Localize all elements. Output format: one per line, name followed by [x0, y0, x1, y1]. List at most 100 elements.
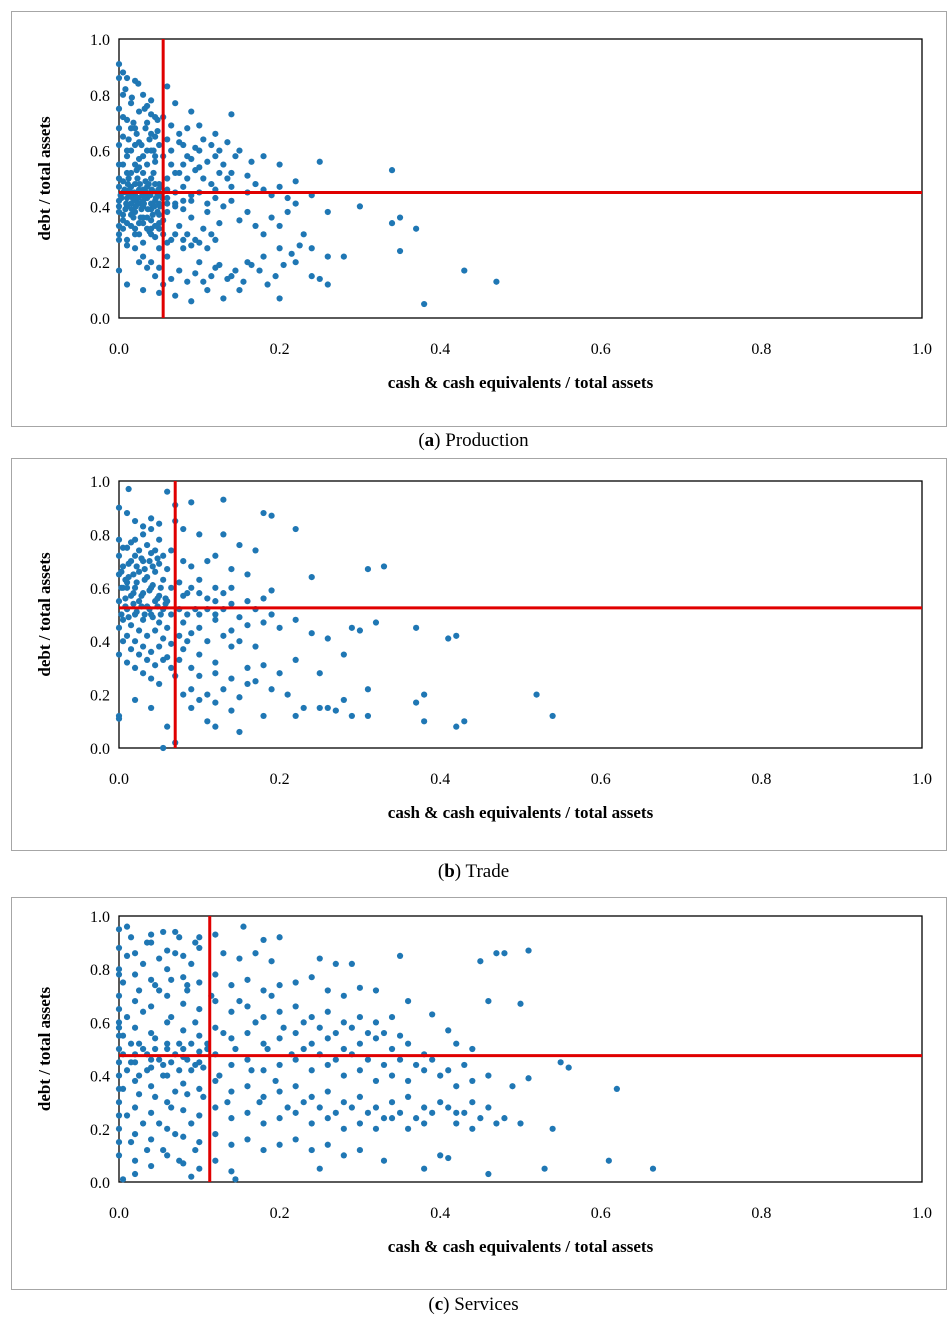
data-point — [139, 1045, 147, 1053]
data-point — [132, 203, 139, 210]
data-point — [138, 141, 145, 149]
data-point — [188, 298, 195, 305]
data-point — [216, 169, 223, 177]
data-point — [461, 1061, 468, 1069]
data-point — [172, 1131, 179, 1138]
data-point — [228, 566, 235, 573]
y-tick-label: 1.0 — [90, 909, 110, 926]
caption-letter: b — [444, 861, 455, 882]
data-point — [192, 939, 199, 946]
data-point — [136, 180, 143, 188]
data-point — [228, 183, 235, 190]
data-point — [137, 214, 144, 221]
data-point — [188, 584, 195, 591]
data-point — [316, 955, 323, 962]
data-point — [212, 194, 219, 202]
data-point — [216, 261, 223, 269]
data-point — [364, 686, 372, 693]
data-point — [115, 125, 123, 132]
scatter-chart-trade: 0.0 0.2 0.4 0.6 0.8 1.0 0.0 0.2 0.4 0.6 0.8 1.0 cash… — [35, 474, 932, 822]
data-point — [300, 1019, 307, 1026]
data-point — [115, 1139, 123, 1146]
data-point — [176, 267, 183, 274]
data-point — [228, 1115, 235, 1122]
data-point — [413, 699, 420, 706]
data-point — [292, 1029, 299, 1037]
data-point — [421, 300, 428, 308]
data-point — [154, 116, 161, 124]
data-point — [316, 1165, 323, 1172]
data-point — [292, 1056, 299, 1063]
data-point — [228, 111, 235, 118]
data-point — [152, 568, 159, 575]
data-point — [152, 194, 160, 202]
data-point — [150, 147, 157, 154]
data-point — [252, 950, 259, 957]
data-point — [123, 236, 131, 243]
data-point — [372, 619, 380, 626]
data-point — [152, 1045, 159, 1053]
data-point — [453, 1109, 460, 1116]
data-point — [131, 231, 139, 238]
data-point — [148, 675, 155, 682]
data-point — [356, 1013, 363, 1021]
data-point — [131, 664, 139, 671]
data-point — [124, 180, 131, 188]
data-point — [157, 611, 164, 618]
data-point — [228, 643, 235, 650]
data-point — [517, 1000, 524, 1007]
data-point — [172, 169, 179, 177]
data-point — [131, 1024, 139, 1031]
data-point — [533, 691, 540, 698]
data-point — [220, 295, 227, 302]
data-point — [156, 245, 163, 252]
data-point — [196, 590, 203, 597]
data-point — [204, 287, 211, 294]
data-point — [208, 231, 215, 238]
data-point — [125, 614, 132, 621]
data-point — [141, 105, 148, 112]
data-point — [372, 1019, 380, 1026]
data-point — [413, 1061, 420, 1069]
data-point — [204, 200, 211, 207]
data-point — [228, 1008, 235, 1015]
data-point — [236, 728, 243, 736]
data-point — [380, 1157, 388, 1164]
data-point — [276, 1035, 283, 1042]
chart-panel-production: 0.0 0.2 0.4 0.6 0.8 1.0 0.0 0.2 0.4 0.6 0.8 1.0 cash… — [11, 11, 947, 427]
data-point — [176, 130, 183, 137]
data-point — [184, 278, 191, 285]
data-point — [649, 1165, 657, 1172]
data-point — [164, 723, 171, 730]
data-point — [236, 638, 243, 645]
data-point — [276, 183, 283, 190]
data-point — [142, 125, 149, 132]
data-point — [268, 992, 275, 999]
data-point — [168, 1013, 175, 1021]
x-tick-label: 0.6 — [591, 341, 611, 358]
x-tick-label: 0.2 — [270, 341, 290, 358]
plot-area-frame — [118, 38, 923, 319]
data-point — [156, 141, 163, 149]
data-point — [236, 694, 243, 701]
data-point — [115, 966, 123, 973]
data-point — [308, 1120, 315, 1127]
data-point — [160, 635, 167, 642]
data-point — [236, 541, 243, 549]
data-point — [180, 558, 187, 565]
data-point — [324, 281, 331, 288]
data-point — [196, 672, 203, 680]
data-point — [212, 584, 219, 591]
data-point — [115, 1085, 123, 1092]
data-point — [180, 952, 187, 959]
data-point — [123, 509, 131, 517]
data-point — [200, 278, 207, 285]
data-point — [204, 245, 211, 252]
data-point — [332, 1109, 339, 1116]
data-point — [119, 91, 127, 98]
data-point — [156, 520, 163, 527]
data-point — [122, 206, 129, 213]
data-point — [204, 718, 211, 725]
data-point — [148, 259, 155, 266]
data-point — [127, 934, 135, 941]
